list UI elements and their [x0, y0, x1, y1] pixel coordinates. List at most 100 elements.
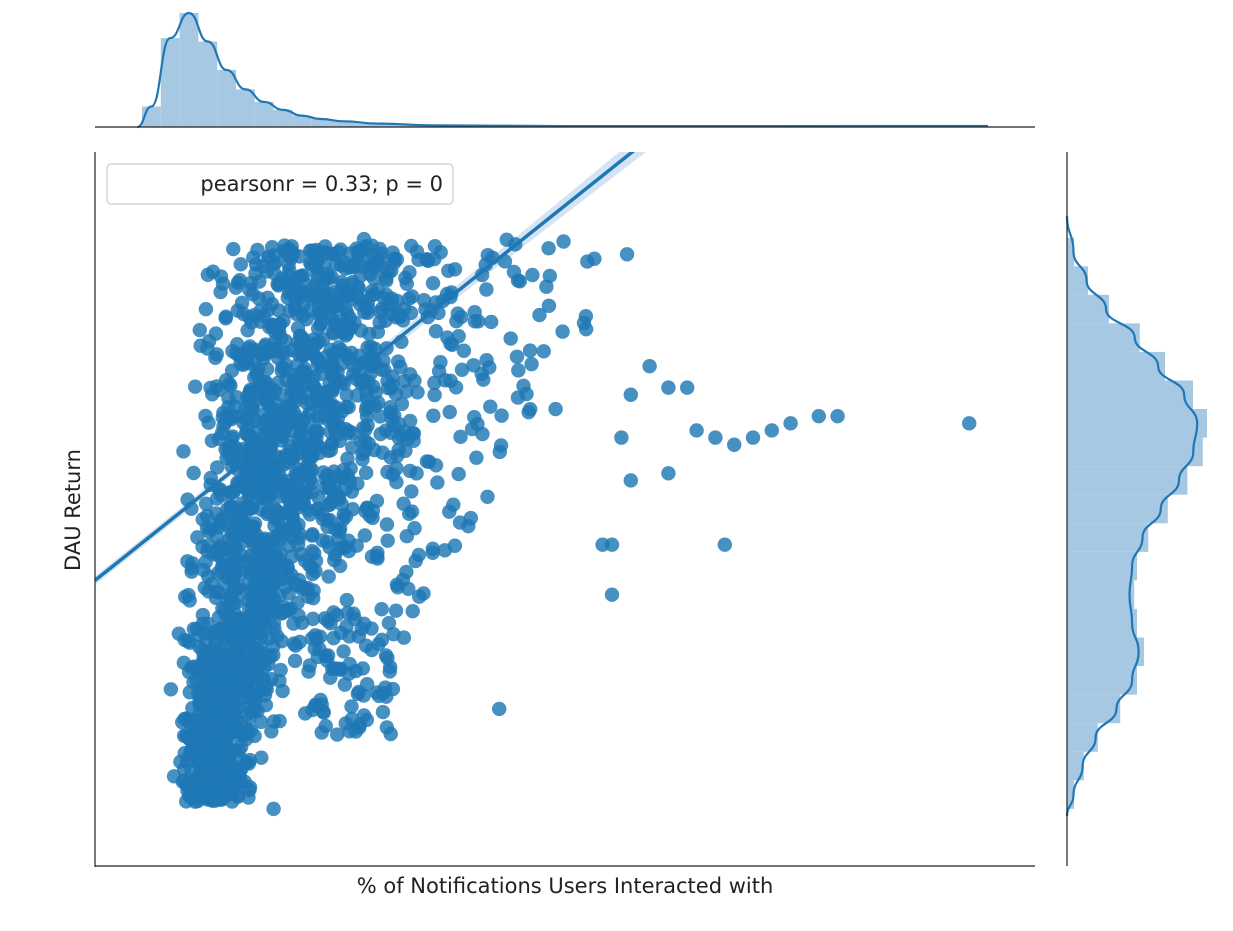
scatter-point: [249, 663, 264, 678]
scatter-point: [332, 298, 348, 314]
scatter-point: [353, 433, 369, 449]
scatter-point: [234, 761, 249, 777]
scatter-point: [305, 611, 321, 627]
scatter-point: [223, 378, 238, 393]
scatter-point: [327, 552, 342, 568]
scatter-point: [242, 697, 257, 713]
scatter-point: [199, 520, 215, 535]
scatter-point: [381, 615, 397, 631]
scatter-point: [341, 533, 356, 548]
scatter-point: [511, 363, 526, 378]
scatter-point: [215, 601, 230, 616]
scatter-point: [198, 496, 214, 512]
scatter-point: [450, 306, 466, 321]
scatter-point: [199, 508, 215, 523]
scatter-point: [480, 489, 495, 505]
scatter-point: [510, 273, 526, 288]
scatter-point: [278, 244, 294, 260]
scatter-point: [263, 415, 278, 431]
pearson-annotation: pearsonr = 0.33; p = 0: [200, 172, 443, 196]
scatter-point: [425, 545, 440, 561]
scatter-point: [214, 688, 229, 704]
scatter-point: [356, 231, 372, 247]
scatter-point: [364, 283, 380, 299]
scatter-point: [405, 603, 420, 619]
scatter-point: [306, 590, 321, 606]
scatter-point: [301, 664, 316, 679]
scatter-point: [358, 638, 374, 653]
scatter-point: [200, 792, 216, 807]
scatter-point: [267, 518, 282, 533]
scatter-point: [266, 639, 281, 654]
scatter-point: [268, 502, 283, 517]
x-hist-bar: [273, 109, 293, 127]
scatter-point: [264, 386, 279, 402]
scatter-point: [291, 608, 306, 623]
scatter-point: [352, 348, 367, 364]
scatter-point: [300, 478, 315, 493]
scatter-point: [292, 249, 307, 264]
scatter-point: [250, 613, 265, 628]
scatter-point: [188, 379, 203, 394]
scatter-point: [304, 446, 320, 462]
scatter-point: [200, 569, 216, 584]
x-hist-bar: [292, 115, 312, 127]
scatter-point: [184, 775, 200, 790]
scatter-point: [353, 376, 369, 391]
scatter-point: [256, 351, 271, 366]
y-hist-bar: [1067, 751, 1084, 781]
scatter-point: [541, 298, 557, 313]
scatter-point: [281, 586, 296, 601]
scatter-point: [307, 641, 322, 656]
scatter-point: [446, 497, 461, 512]
scatter-point: [623, 387, 638, 402]
scatter-point: [689, 423, 704, 438]
y-hist-bar: [1067, 780, 1074, 809]
scatter-point: [286, 517, 301, 533]
scatter-point: [218, 309, 234, 324]
scatter-point: [410, 385, 425, 400]
scatter-point: [366, 271, 382, 286]
scatter-point: [249, 485, 264, 501]
scatter-point: [201, 334, 217, 349]
scatter-point: [307, 423, 323, 439]
scatter-point: [252, 274, 267, 289]
y-hist-bar: [1067, 551, 1137, 581]
scatter-point: [254, 682, 270, 697]
scatter-point: [548, 401, 563, 417]
scatter-point: [314, 366, 329, 382]
scatter-point: [314, 725, 329, 740]
scatter-point: [211, 382, 226, 398]
scatter-point: [359, 399, 374, 415]
y-hist-bar: [1067, 580, 1135, 609]
scatter-point: [385, 245, 400, 260]
x-hist-bar: [358, 123, 396, 127]
scatter-point: [362, 357, 378, 373]
scatter-point: [587, 251, 602, 266]
scatter-point: [203, 674, 219, 689]
x-hist-bar: [217, 70, 236, 127]
scatter-point: [242, 780, 258, 795]
scatter-point: [402, 413, 418, 429]
scatter-point: [273, 662, 288, 678]
scatter-point: [427, 387, 442, 403]
scatter-point: [604, 587, 620, 602]
scatter-point: [503, 331, 518, 346]
y-hist-bar: [1067, 351, 1165, 381]
scatter-point: [265, 557, 280, 572]
scatter-point: [395, 313, 411, 328]
scatter-point: [382, 664, 397, 679]
scatter-point: [286, 490, 301, 506]
scatter-point: [242, 282, 257, 298]
scatter-point: [336, 507, 351, 522]
scatter-point: [233, 725, 248, 740]
scatter-point: [453, 429, 468, 445]
scatter-point: [483, 314, 499, 330]
scatter-point: [331, 340, 346, 355]
scatter-point: [205, 649, 220, 665]
scatter-point: [536, 344, 551, 359]
scatter-point: [311, 490, 326, 505]
scatter-point: [365, 510, 380, 526]
scatter-point: [344, 711, 360, 727]
y-hist-bar: [1067, 409, 1207, 438]
